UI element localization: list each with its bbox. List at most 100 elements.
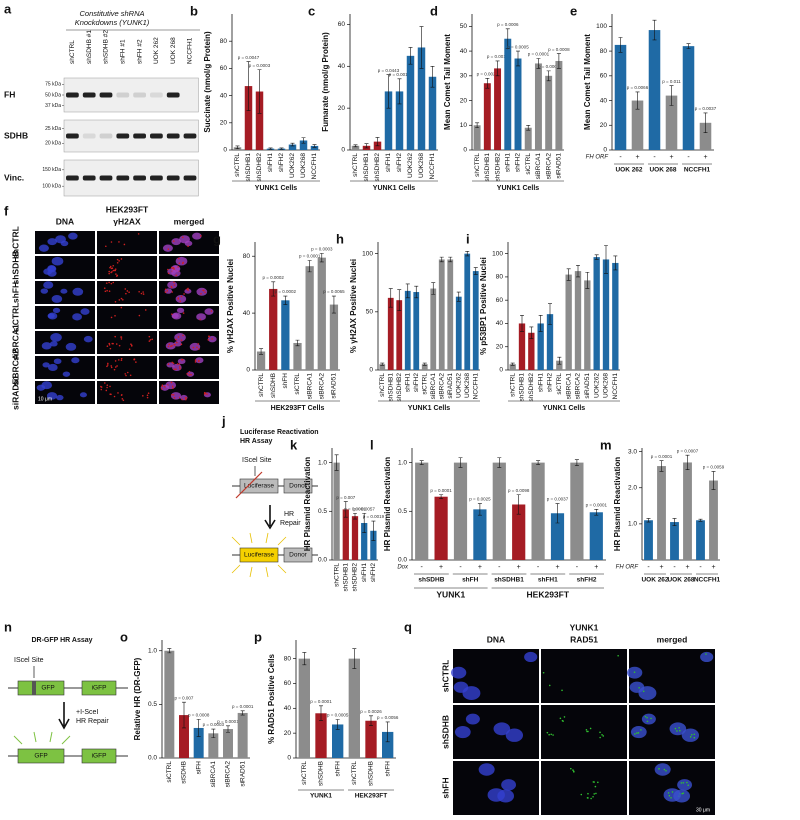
bar [644,520,653,560]
error-bar [546,70,551,82]
micrograph [159,331,219,354]
p-value: p = 0.0002 [263,275,285,280]
marker-label: 25 kDa [45,126,61,132]
focus [124,373,127,375]
group-label: UOK 262 [615,167,642,174]
row-label: siCTRL [10,303,20,333]
error-bar [419,460,424,465]
focus [118,359,120,361]
bar [179,715,189,758]
focus [126,371,129,374]
nucleus [196,313,206,321]
y-tick-label: 20 [220,120,228,127]
focus [670,796,672,799]
focus [546,731,549,734]
glow [13,731,71,745]
y-axis-label: HR Plasmid Reactivation [303,457,312,551]
focus [552,734,554,736]
y-tick-label: 0.5 [148,701,157,708]
micrograph [35,331,95,354]
row-label: shSDHB [10,250,20,284]
gene-label: GFP [34,753,47,760]
focus [194,361,197,363]
focus [110,393,112,396]
focus [129,374,132,377]
x-tick-label: siRAD51 [447,373,454,399]
focus [167,345,170,348]
focus [172,240,175,242]
focus [601,734,603,736]
x-tick-label: + [669,154,673,161]
focus [171,393,173,396]
bar [614,44,627,151]
nucleus [62,371,71,377]
p-value: p = 0.0047 [238,55,260,60]
error-bar [555,503,560,524]
micrograph [97,306,157,329]
bar [518,323,526,370]
focus [151,338,153,341]
focus [168,343,170,346]
y-axis-label: Relative HR (DR-GFP) [133,657,142,740]
protein-label: FH [4,89,15,99]
error-bar [271,281,276,297]
focus [171,345,173,347]
nucleus [53,358,62,365]
y-tick-label: 20 [460,97,468,104]
error-bar [698,518,703,522]
x-tick-label: + [659,564,663,571]
focus [110,365,113,367]
x-tick-label: + [711,564,715,571]
nucleus [179,235,190,244]
band [150,133,163,139]
error-bar [510,362,515,366]
band [99,92,113,98]
x-tick-label: siCTRL [525,153,532,175]
focus [186,373,188,375]
bar [612,262,619,370]
bar [317,257,326,370]
focus [103,287,106,290]
focus [186,288,188,291]
focus [122,298,124,301]
focus [114,360,117,362]
bar [379,364,386,370]
focus [138,290,140,293]
focus [690,733,693,736]
group-label: NCCFH1 [694,577,721,584]
bar [237,712,248,758]
x-axis-label: HEK293FT Cells [271,405,325,412]
error-bar [613,255,618,271]
bar [555,60,563,150]
nucleus [478,763,495,776]
error-bar [458,457,463,468]
focus [572,769,574,771]
diagram-n: n DR-GFP HR Assay IScel Site GFP iGFP +I… [4,619,128,764]
marker-label: 20 kDa [45,141,61,147]
marker-label: 37 kDa [45,103,61,109]
focus [173,397,176,399]
focus [171,385,174,388]
y-tick-label: 80 [284,655,292,662]
focus [114,335,116,338]
nucleus [46,392,58,400]
focus [130,345,133,347]
error-bar [295,339,300,347]
focus [646,716,648,719]
focus [637,732,640,734]
y-tick-label: 1.0 [628,521,637,528]
x-tick-label: shCTRL [301,761,308,785]
error-bar [652,19,657,41]
error-bar [526,124,531,131]
error-bar [430,66,435,88]
error-bar [362,512,367,534]
bar [351,516,359,560]
bar [293,342,302,370]
error-bar [246,61,251,111]
bar [483,83,491,150]
focus [175,341,178,344]
row-label: siBRCA1 [10,324,20,361]
x-tick-label: siCTRL [556,373,563,395]
focus [668,794,671,797]
lane-label: shSDHB #2 [103,30,110,64]
